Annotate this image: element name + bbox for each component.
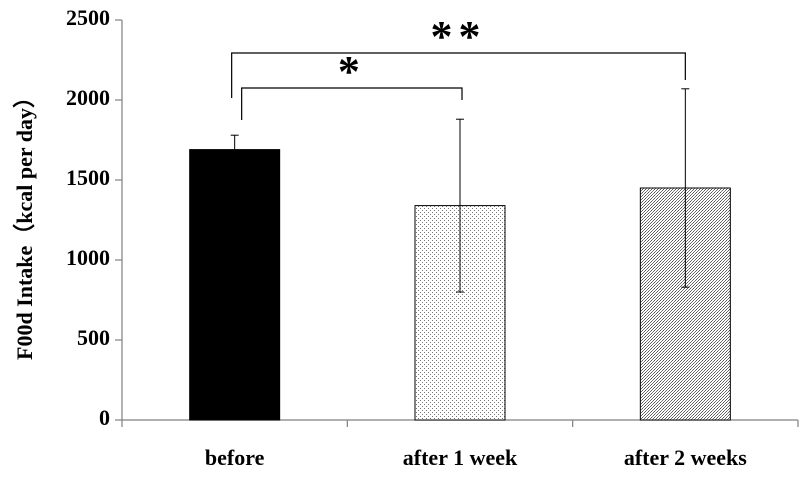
significance-label: * (338, 47, 366, 96)
significance-brackets: *** (231, 12, 686, 120)
x-category-label: after 1 week (403, 445, 518, 470)
y-tick-label: 2500 (66, 5, 110, 30)
x-category-label: after 2 weeks (624, 445, 747, 470)
bar-before (189, 149, 281, 421)
significance-bracket (241, 87, 463, 120)
significance-label: ** (431, 12, 487, 61)
x-axis (121, 419, 799, 427)
significance-bracket (231, 52, 686, 98)
y-tick-label: 500 (77, 325, 110, 350)
bars: before after 1 week after 2 weeks (189, 149, 747, 470)
y-tick-label: 2000 (66, 85, 110, 110)
error-bars (230, 88, 690, 293)
y-axis: 0 500 1000 1500 2000 2500 (66, 5, 123, 430)
y-axis-title: F00d Intake（kcal per day） (12, 86, 37, 360)
x-category-label: before (205, 445, 265, 470)
y-tick-label: 1000 (66, 245, 110, 270)
y-tick-label: 1500 (66, 165, 110, 190)
y-tick-label: 0 (99, 405, 110, 430)
